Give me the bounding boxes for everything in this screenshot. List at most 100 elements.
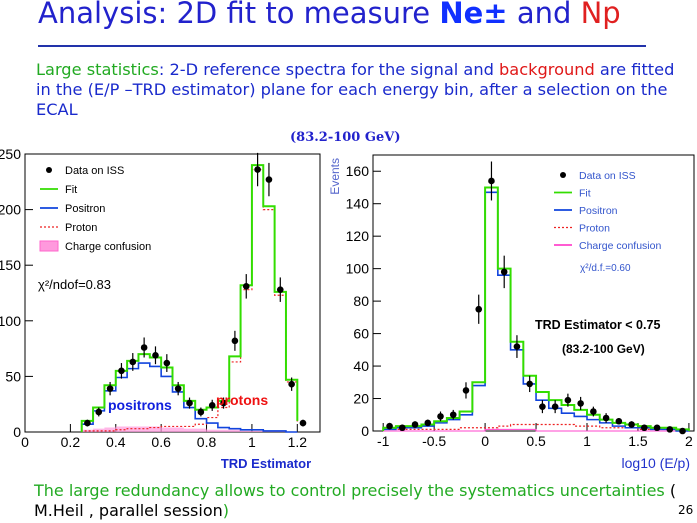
data-point — [539, 403, 546, 410]
x-tick-label: 1 — [583, 433, 591, 449]
y-tick-label: 100 — [0, 313, 21, 329]
y-tick-label: 150 — [0, 257, 21, 273]
data-point — [424, 419, 432, 427]
x-tick-label: 1.2 — [288, 434, 308, 450]
data-point — [475, 305, 483, 313]
x-axis-label: log10 (E/p) — [622, 455, 690, 471]
data-point — [186, 399, 193, 407]
legend-fill-swatch — [39, 240, 59, 252]
data-point — [666, 426, 674, 433]
intro-paragraph: Large statistics: 2-D reference spectra … — [36, 60, 686, 120]
data-point — [437, 413, 444, 420]
data-point — [163, 359, 171, 367]
energy-bin-label: (83.2-100 GeV) — [290, 130, 401, 145]
y-tick-label: 80 — [353, 293, 369, 309]
y-tick-label: 50 — [5, 368, 21, 384]
data-point — [265, 176, 273, 183]
data-point — [288, 380, 295, 388]
data-point — [628, 421, 635, 428]
title-np: Np — [580, 0, 621, 30]
data-point — [526, 380, 533, 388]
series-charge-confusion — [81, 426, 298, 432]
x-tick-label: 0.8 — [197, 434, 217, 450]
data-point — [299, 419, 307, 427]
x-axis-label: TRD Estimator — [221, 456, 311, 471]
data-point — [152, 351, 159, 359]
title-ne: Ne± — [439, 0, 508, 30]
data-point — [551, 403, 559, 410]
data-point — [488, 177, 495, 185]
para-green: Large statistics — [36, 60, 159, 79]
stat-label: χ²/d.f.=0.60 — [580, 263, 631, 274]
x-tick-label: 0.4 — [106, 434, 126, 450]
data-point — [118, 367, 125, 375]
data-point — [208, 402, 216, 409]
data-point — [398, 424, 406, 432]
x-tick-label: -1 — [377, 433, 390, 449]
legend-label: Data on ISS — [65, 165, 124, 177]
data-point — [140, 344, 148, 351]
data-point — [231, 337, 239, 345]
legend-label: Charge confusion — [579, 240, 661, 252]
x-tick-label: 0.6 — [151, 434, 171, 450]
x-tick-label: 0.5 — [526, 433, 546, 449]
data-point — [174, 385, 182, 392]
legend-label: Positron — [65, 203, 105, 215]
data-point — [590, 408, 597, 415]
title-underline — [38, 45, 646, 47]
y-tick-label: 0 — [13, 424, 21, 440]
data-point — [462, 387, 470, 394]
y-tick-label: 200 — [0, 202, 21, 218]
y-tick-label: 250 — [0, 146, 21, 162]
y-tick-label: 120 — [346, 228, 370, 244]
slide-title: Analysis: 2D fit to measure Ne± and Np — [38, 0, 621, 30]
annotation-positrons: positrons — [108, 397, 172, 413]
x-tick-label: -0.5 — [422, 433, 446, 449]
title-mid: and — [507, 0, 581, 30]
legend-marker — [560, 172, 566, 178]
data-point — [411, 421, 419, 428]
x-tick-label: 1 — [248, 434, 256, 450]
legend-label: Positron — [579, 205, 618, 217]
legend-label: Fit — [65, 184, 77, 196]
x-tick-label: 0.2 — [61, 434, 81, 450]
data-point — [449, 411, 457, 419]
para-part-2: are fitted in the (E/P –TRD estimator) p… — [36, 60, 675, 119]
y-tick-label: 100 — [346, 261, 370, 277]
y-tick-label: 20 — [353, 391, 369, 407]
footer-green: The large redundancy allows to control p… — [34, 481, 665, 500]
data-point — [220, 399, 227, 407]
annotation-trd-cut: TRD Estimator < 0.75 — [535, 318, 660, 332]
annotation-protons: protons — [216, 392, 268, 408]
x-tick-label: 1.5 — [628, 433, 648, 449]
page-number: 26 — [678, 503, 694, 517]
footer-text: The large redundancy allows to control p… — [34, 481, 697, 521]
para-red: background — [499, 60, 595, 79]
y-tick-label: 40 — [353, 358, 369, 374]
data-point — [577, 400, 584, 407]
data-point — [679, 427, 686, 435]
x-tick-label: 0 — [21, 434, 29, 450]
legend-marker — [46, 167, 52, 173]
legend-label: Data on ISS — [579, 170, 636, 182]
data-point — [564, 396, 572, 404]
y-tick-label: 0 — [361, 423, 369, 439]
series-fit — [382, 186, 690, 431]
footer-black-2: ) — [222, 501, 229, 520]
x-tick-label: 2 — [685, 433, 693, 449]
data-point — [653, 424, 661, 432]
data-point — [254, 166, 261, 173]
x-tick-label: 0 — [481, 433, 489, 449]
data-point — [129, 358, 137, 366]
data-point — [95, 408, 103, 416]
data-point — [602, 414, 610, 422]
series-charge-confusion — [383, 428, 689, 432]
y-tick-label: 160 — [346, 163, 370, 179]
data-point — [641, 424, 648, 432]
data-point — [615, 417, 623, 425]
title-prefix: Analysis: 2D fit to measure — [38, 0, 440, 30]
y-tick-label: 60 — [353, 326, 369, 342]
legend-label: Fit — [579, 188, 591, 200]
